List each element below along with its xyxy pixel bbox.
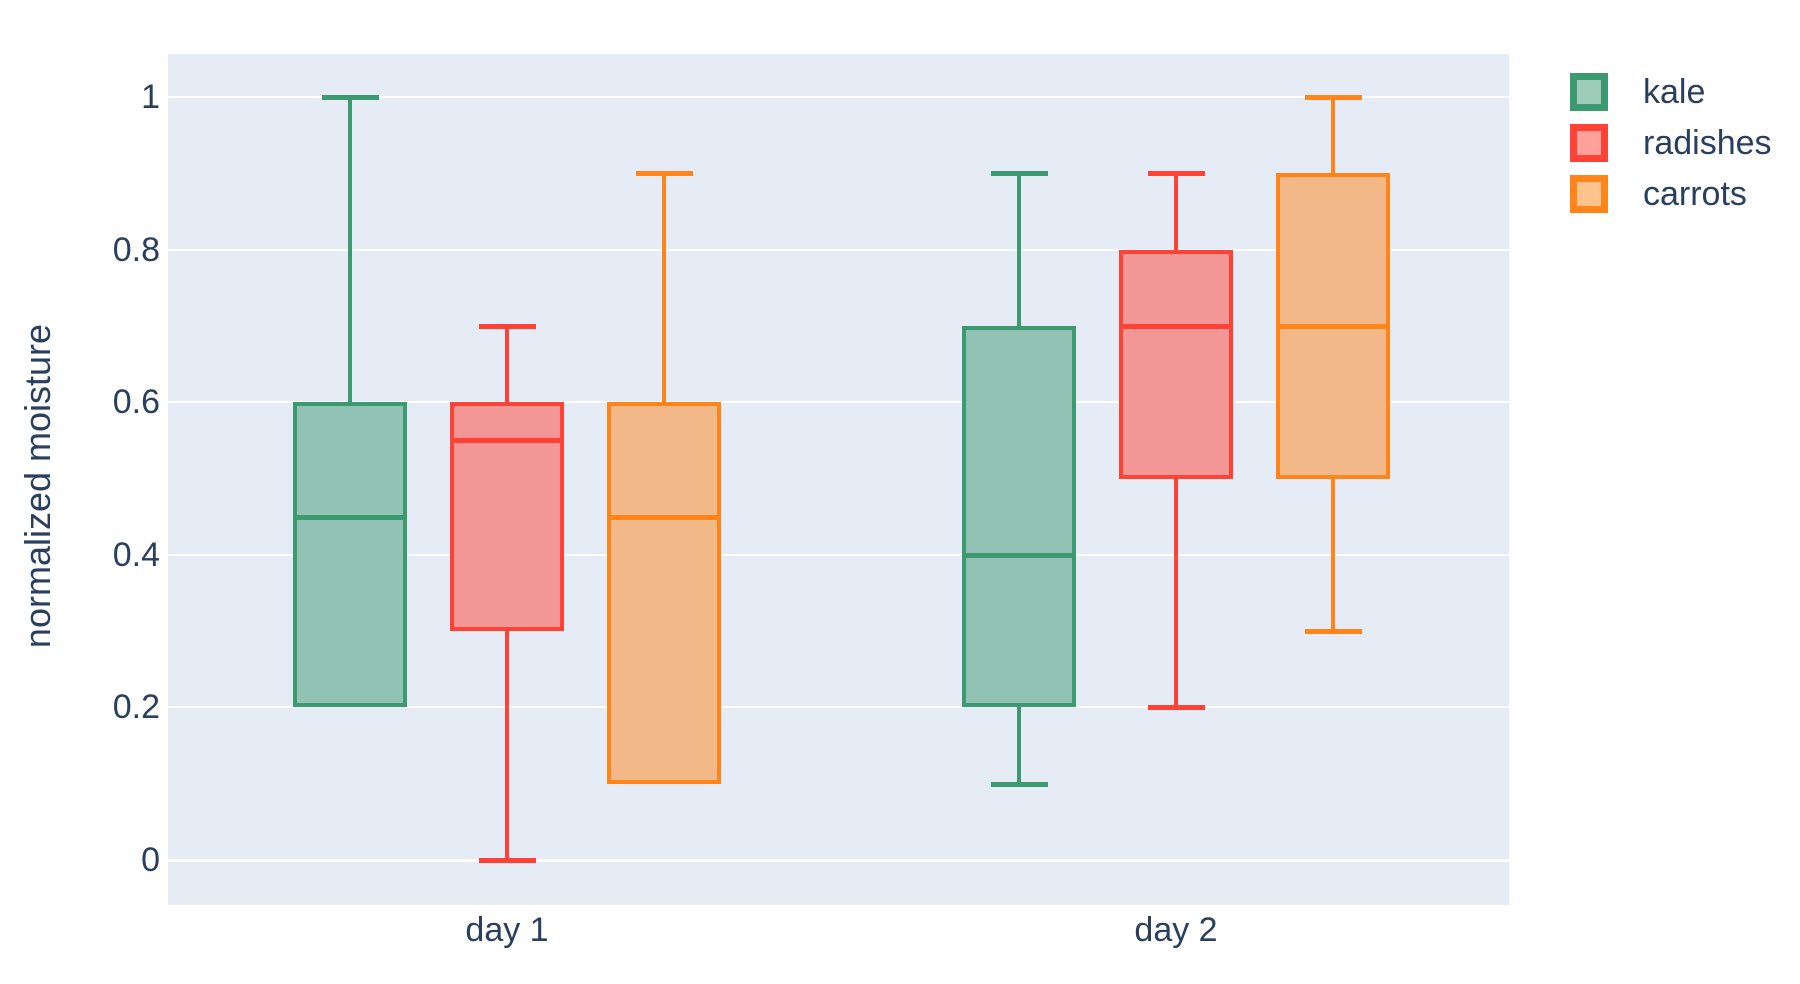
upper-whisker-cap [321, 95, 379, 100]
lower-whisker-cap [1304, 629, 1362, 634]
lower-whisker-line [1331, 479, 1335, 631]
x-tick-label: day 1 [465, 911, 549, 949]
y-tick-label: 1 [141, 78, 160, 116]
box-kale-day-1[interactable] [293, 95, 407, 707]
upper-whisker-line [348, 97, 352, 402]
y-tick-label: 0.4 [112, 536, 160, 574]
box-radishes-day-2[interactable] [1119, 171, 1233, 710]
box-rect [1119, 250, 1233, 479]
lower-whisker-cap [990, 782, 1048, 787]
median-line [611, 515, 717, 520]
lower-whisker-cap [1147, 705, 1205, 710]
median-line [297, 515, 403, 520]
y-tick-label: 0 [141, 841, 160, 879]
gridline [168, 96, 1509, 98]
y-axis-title: normalized moisture [17, 323, 58, 649]
median-line [1123, 324, 1229, 329]
median-line [1280, 324, 1386, 329]
box-kale-day-2[interactable] [962, 171, 1076, 787]
upper-whisker-cap [1147, 171, 1205, 176]
upper-whisker-cap [1304, 95, 1362, 100]
gridline [168, 249, 1509, 251]
gridline [168, 554, 1509, 556]
box-rect [607, 402, 721, 784]
upper-whisker-cap [478, 324, 536, 329]
y-tick-label: 0.8 [112, 231, 160, 269]
x-tick-label: day 2 [1134, 911, 1218, 949]
upper-whisker-cap [635, 171, 693, 176]
upper-whisker-cap [990, 171, 1048, 176]
legend: kale radishes carrots [1570, 73, 1772, 226]
legend-label: kale [1643, 73, 1706, 111]
legend-item-carrots[interactable]: carrots [1570, 175, 1772, 213]
median-line [966, 553, 1072, 558]
median-line [454, 438, 560, 443]
legend-label: carrots [1643, 175, 1747, 213]
y-tick-label: 0.6 [112, 383, 160, 421]
box-rect [293, 402, 407, 707]
upper-whisker-line [1174, 173, 1178, 250]
box-rect [450, 402, 564, 631]
upper-whisker-line [1331, 97, 1335, 173]
lower-whisker-line [1017, 707, 1021, 784]
box-rect [962, 326, 1076, 707]
upper-whisker-line [662, 173, 666, 402]
legend-label: radishes [1643, 124, 1772, 162]
upper-whisker-line [1017, 173, 1021, 326]
upper-whisker-line [505, 326, 509, 402]
gridline [168, 401, 1509, 403]
legend-item-kale[interactable]: kale [1570, 73, 1772, 111]
lower-whisker-line [505, 631, 509, 860]
legend-item-radishes[interactable]: radishes [1570, 124, 1772, 162]
legend-swatch-radishes-icon [1570, 124, 1608, 162]
lower-whisker-cap [478, 858, 536, 863]
zero-gridline [168, 859, 1509, 862]
box-radishes-day-1[interactable] [450, 324, 564, 863]
gridline [168, 706, 1509, 708]
legend-swatch-carrots-icon [1570, 175, 1608, 213]
box-carrots-day-2[interactable] [1276, 95, 1390, 634]
legend-swatch-kale-icon [1570, 73, 1608, 111]
y-tick-label: 0.2 [112, 688, 160, 726]
box-carrots-day-1[interactable] [607, 171, 721, 784]
plot-area[interactable] [168, 54, 1509, 905]
lower-whisker-line [1174, 479, 1178, 707]
